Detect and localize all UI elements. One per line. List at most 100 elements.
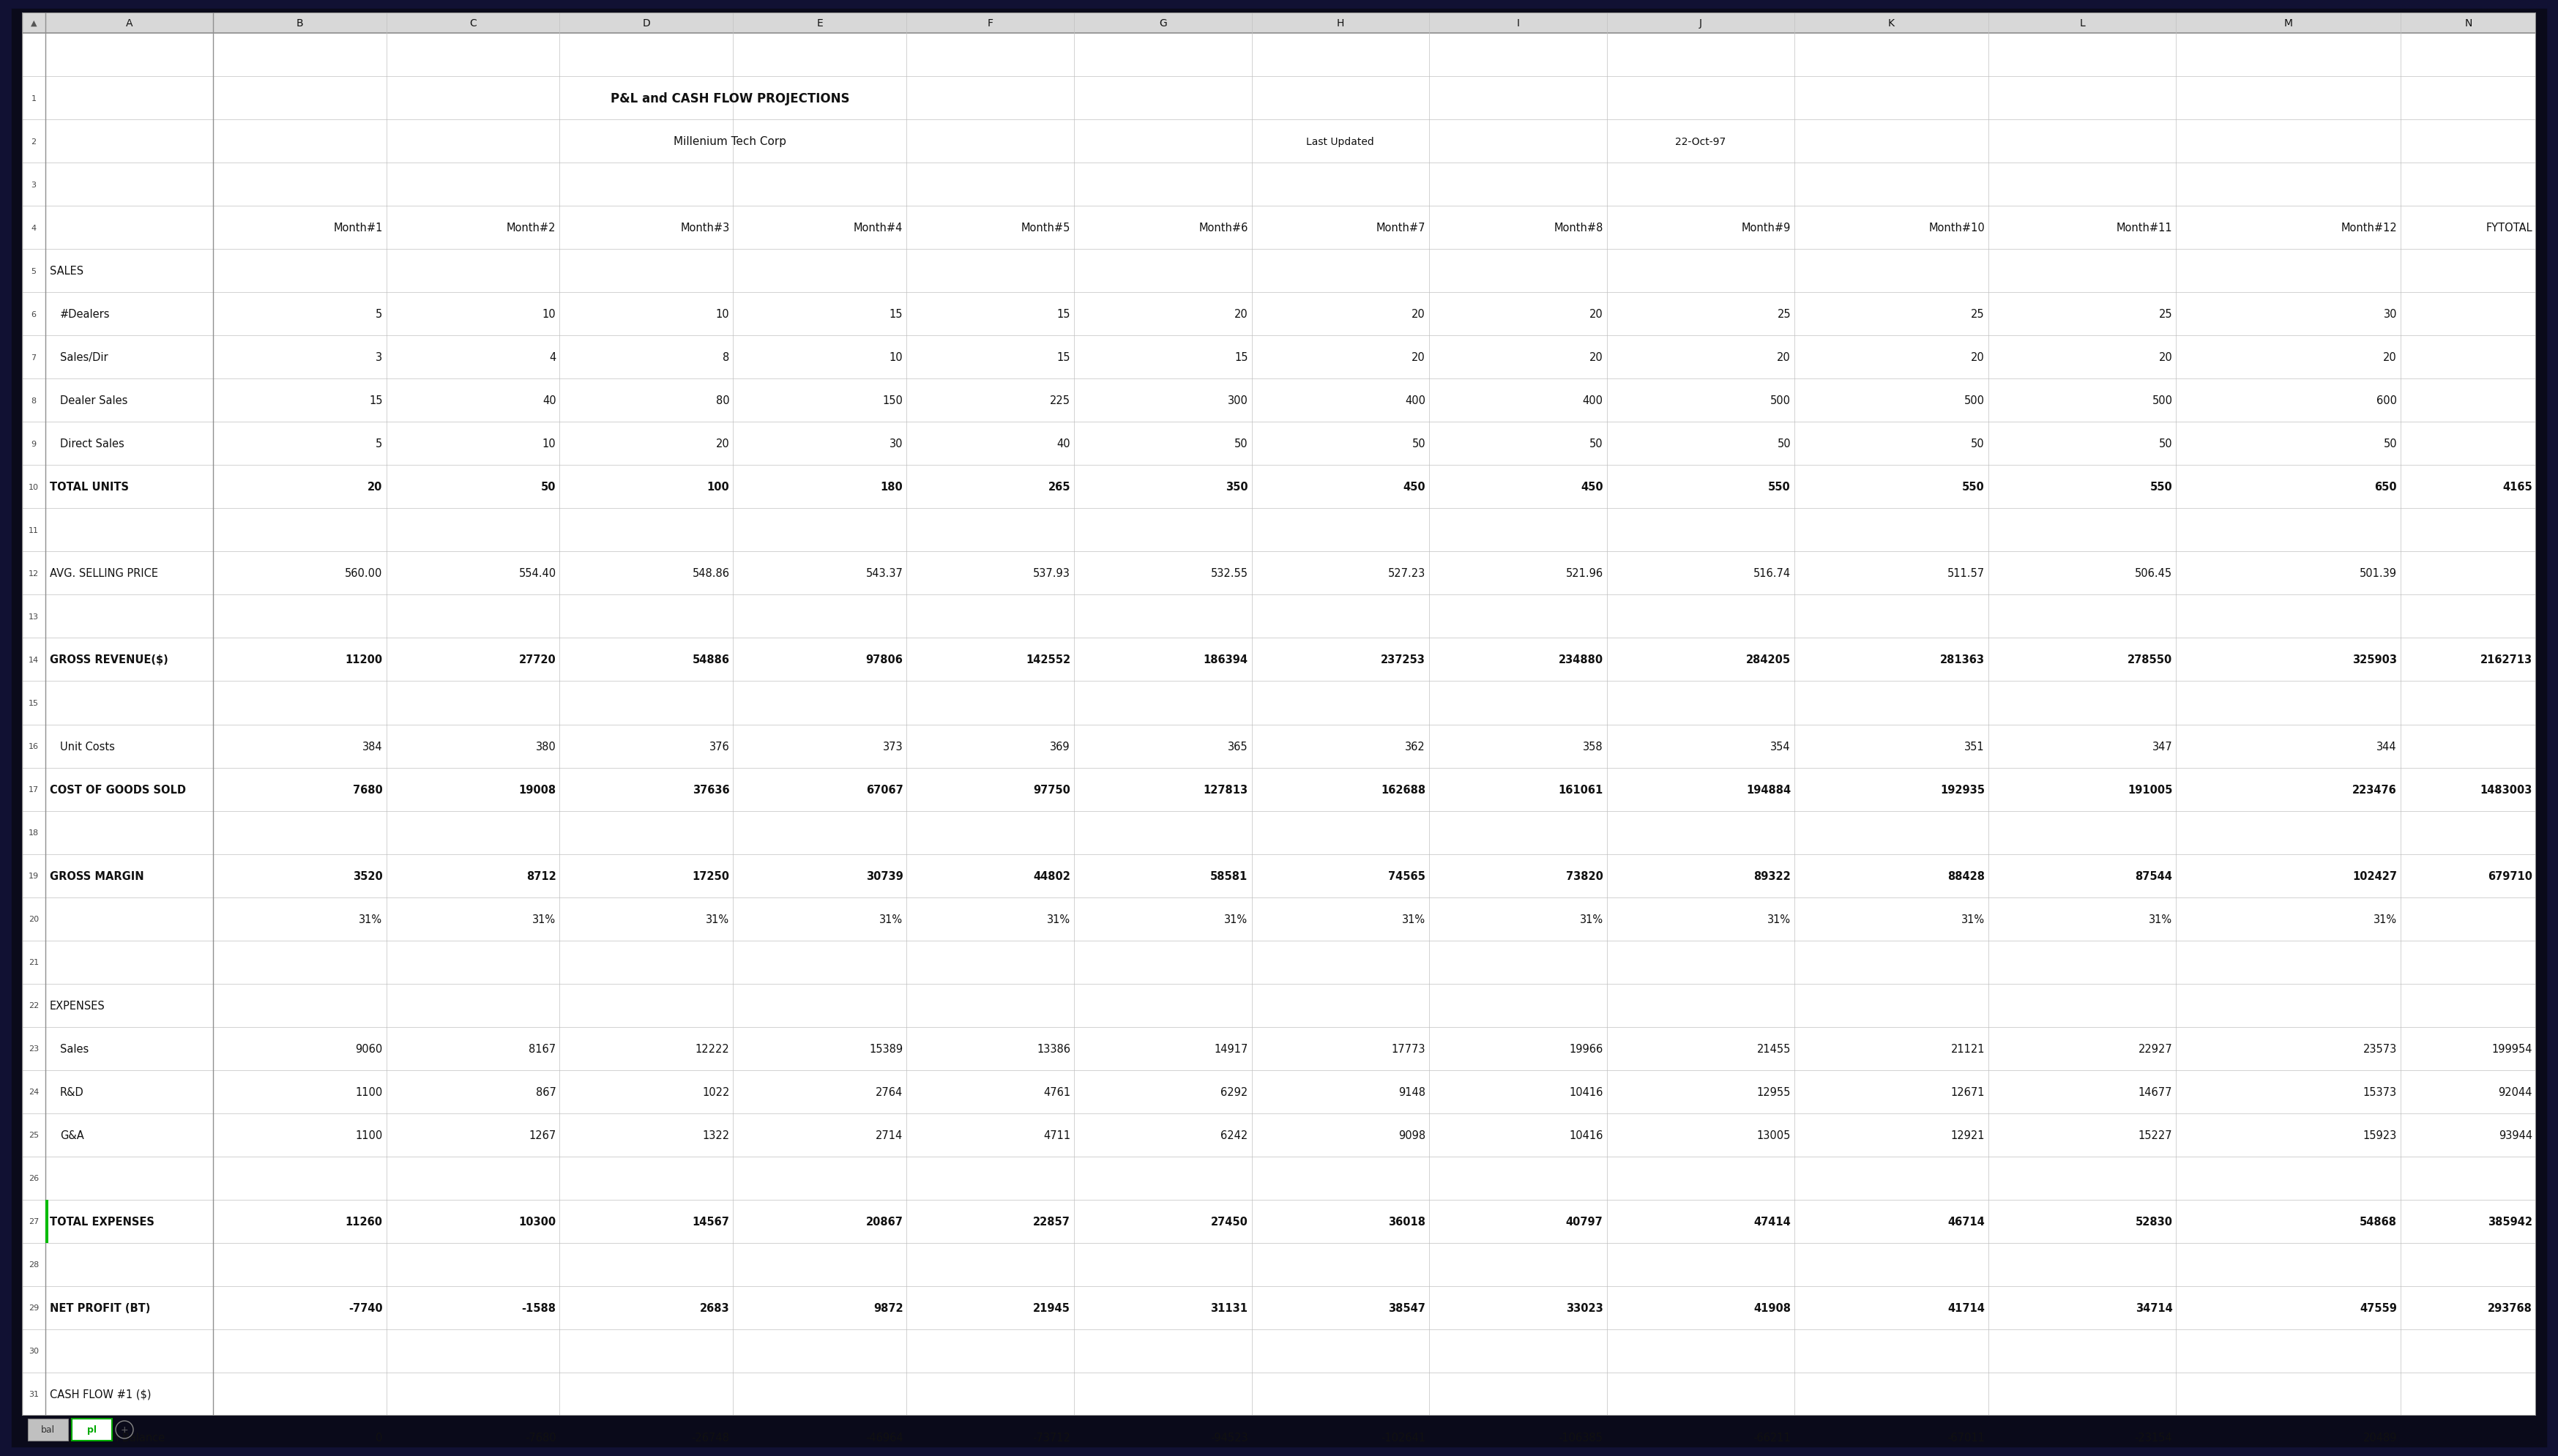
Text: 15: 15: [28, 699, 38, 706]
Text: 19008: 19008: [519, 783, 555, 795]
Text: 10: 10: [542, 438, 555, 450]
Text: 511.57: 511.57: [1947, 568, 1985, 579]
Text: 3520: 3520: [353, 871, 384, 881]
Text: 550: 550: [2149, 482, 2172, 492]
Text: 284205: 284205: [1747, 654, 1791, 665]
Text: R&D: R&D: [59, 1086, 84, 1098]
Text: 29: 29: [28, 1305, 38, 1312]
Text: 13005: 13005: [1757, 1130, 1791, 1140]
Text: 25: 25: [1778, 309, 1791, 320]
Text: 142552: 142552: [1026, 654, 1069, 665]
Text: 150: 150: [883, 395, 903, 406]
Text: 373: 373: [883, 741, 903, 751]
Text: 50: 50: [1778, 438, 1791, 450]
Text: bal: bal: [41, 1425, 54, 1434]
Text: 501.39: 501.39: [2358, 568, 2397, 579]
Text: 650: 650: [2374, 482, 2397, 492]
Text: 93944: 93944: [2499, 1130, 2532, 1140]
Text: 560.00: 560.00: [345, 568, 384, 579]
Text: 31: 31: [28, 1390, 38, 1398]
Text: 385942: 385942: [2489, 1216, 2532, 1227]
Text: 22857: 22857: [1033, 1216, 1069, 1227]
Text: 20: 20: [1412, 309, 1425, 320]
Text: 325903: 325903: [2353, 654, 2397, 665]
Text: 21121: 21121: [1952, 1042, 1985, 1054]
Text: 679710: 679710: [2489, 871, 2532, 881]
Text: 50: 50: [2159, 438, 2172, 450]
Text: I: I: [1517, 19, 1519, 29]
Text: 31%: 31%: [2149, 913, 2172, 925]
Text: A: A: [125, 19, 133, 29]
Text: 1100: 1100: [356, 1086, 384, 1098]
Text: 278550: 278550: [2128, 654, 2172, 665]
Text: 38547: 38547: [1389, 1302, 1425, 1313]
Text: L: L: [2080, 19, 2085, 29]
Text: GROSS REVENUE($): GROSS REVENUE($): [49, 654, 169, 665]
Text: 550: 550: [1768, 482, 1791, 492]
Text: 22-Oct-97: 22-Oct-97: [1675, 137, 1727, 147]
Text: 867: 867: [535, 1086, 555, 1098]
Text: P&L and CASH FLOW PROJECTIONS: P&L and CASH FLOW PROJECTIONS: [611, 92, 849, 105]
Text: ▲: ▲: [31, 20, 36, 28]
Text: 450: 450: [1581, 482, 1604, 492]
Text: 191005: 191005: [2128, 783, 2172, 795]
Text: Unit Costs: Unit Costs: [59, 741, 115, 751]
Text: 92044: 92044: [2499, 1086, 2532, 1098]
Text: 9098: 9098: [1399, 1130, 1425, 1140]
Text: 9872: 9872: [872, 1302, 903, 1313]
Text: 25: 25: [2159, 309, 2172, 320]
Text: 15373: 15373: [2364, 1086, 2397, 1098]
Text: 9148: 9148: [1399, 1086, 1425, 1098]
Text: 2162713: 2162713: [2481, 654, 2532, 665]
Text: 9060: 9060: [356, 1042, 384, 1054]
Text: 4165: 4165: [2502, 482, 2532, 492]
Text: G: G: [1159, 19, 1166, 29]
Text: 50: 50: [1589, 438, 1604, 450]
Text: 31%: 31%: [1768, 913, 1791, 925]
Text: 40797: 40797: [1565, 1216, 1604, 1227]
Text: -7680: -7680: [524, 1431, 555, 1443]
Text: +: +: [120, 1425, 128, 1434]
Text: -106385: -106385: [1558, 1431, 1604, 1443]
Text: 54886: 54886: [693, 654, 729, 665]
Text: 40: 40: [1056, 438, 1069, 450]
Text: 12222: 12222: [696, 1042, 729, 1054]
Text: 5: 5: [31, 268, 36, 275]
Text: 234880: 234880: [1558, 654, 1604, 665]
Text: Month#2: Month#2: [506, 223, 555, 233]
Text: 26: 26: [28, 1175, 38, 1182]
Text: 97750: 97750: [1033, 783, 1069, 795]
Text: 20: 20: [716, 438, 729, 450]
Text: 50: 50: [1412, 438, 1425, 450]
Text: 400: 400: [1583, 395, 1604, 406]
Text: 344: 344: [2376, 741, 2397, 751]
Text: 40: 40: [542, 395, 555, 406]
Text: 347: 347: [2151, 741, 2172, 751]
Text: 52830: 52830: [2136, 1216, 2172, 1227]
Text: 33023: 33023: [1565, 1302, 1604, 1313]
Bar: [72, 1418, 113, 1440]
Text: N: N: [2463, 19, 2471, 29]
Text: 380: 380: [535, 741, 555, 751]
Text: 30: 30: [28, 1347, 38, 1354]
Text: K: K: [1888, 19, 1895, 29]
Text: 31%: 31%: [1225, 913, 1248, 925]
Text: -7740: -7740: [348, 1302, 384, 1313]
Text: 41714: 41714: [1947, 1302, 1985, 1313]
Text: 3: 3: [376, 352, 384, 363]
Text: 7680: 7680: [353, 783, 384, 795]
Text: C: C: [468, 19, 476, 29]
Text: 22927: 22927: [2138, 1042, 2172, 1054]
Text: Month#3: Month#3: [680, 223, 729, 233]
Bar: [46, 1200, 49, 1243]
Text: 186394: 186394: [1202, 654, 1248, 665]
Text: 50: 50: [1972, 438, 1985, 450]
Text: 4: 4: [550, 352, 555, 363]
Text: 6242: 6242: [1220, 1130, 1248, 1140]
Text: B: B: [297, 19, 302, 29]
Text: 15: 15: [1056, 352, 1069, 363]
Text: 31%: 31%: [706, 913, 729, 925]
Text: 17773: 17773: [1392, 1042, 1425, 1054]
Text: TOTAL UNITS: TOTAL UNITS: [49, 482, 128, 492]
Text: 31%: 31%: [532, 913, 555, 925]
